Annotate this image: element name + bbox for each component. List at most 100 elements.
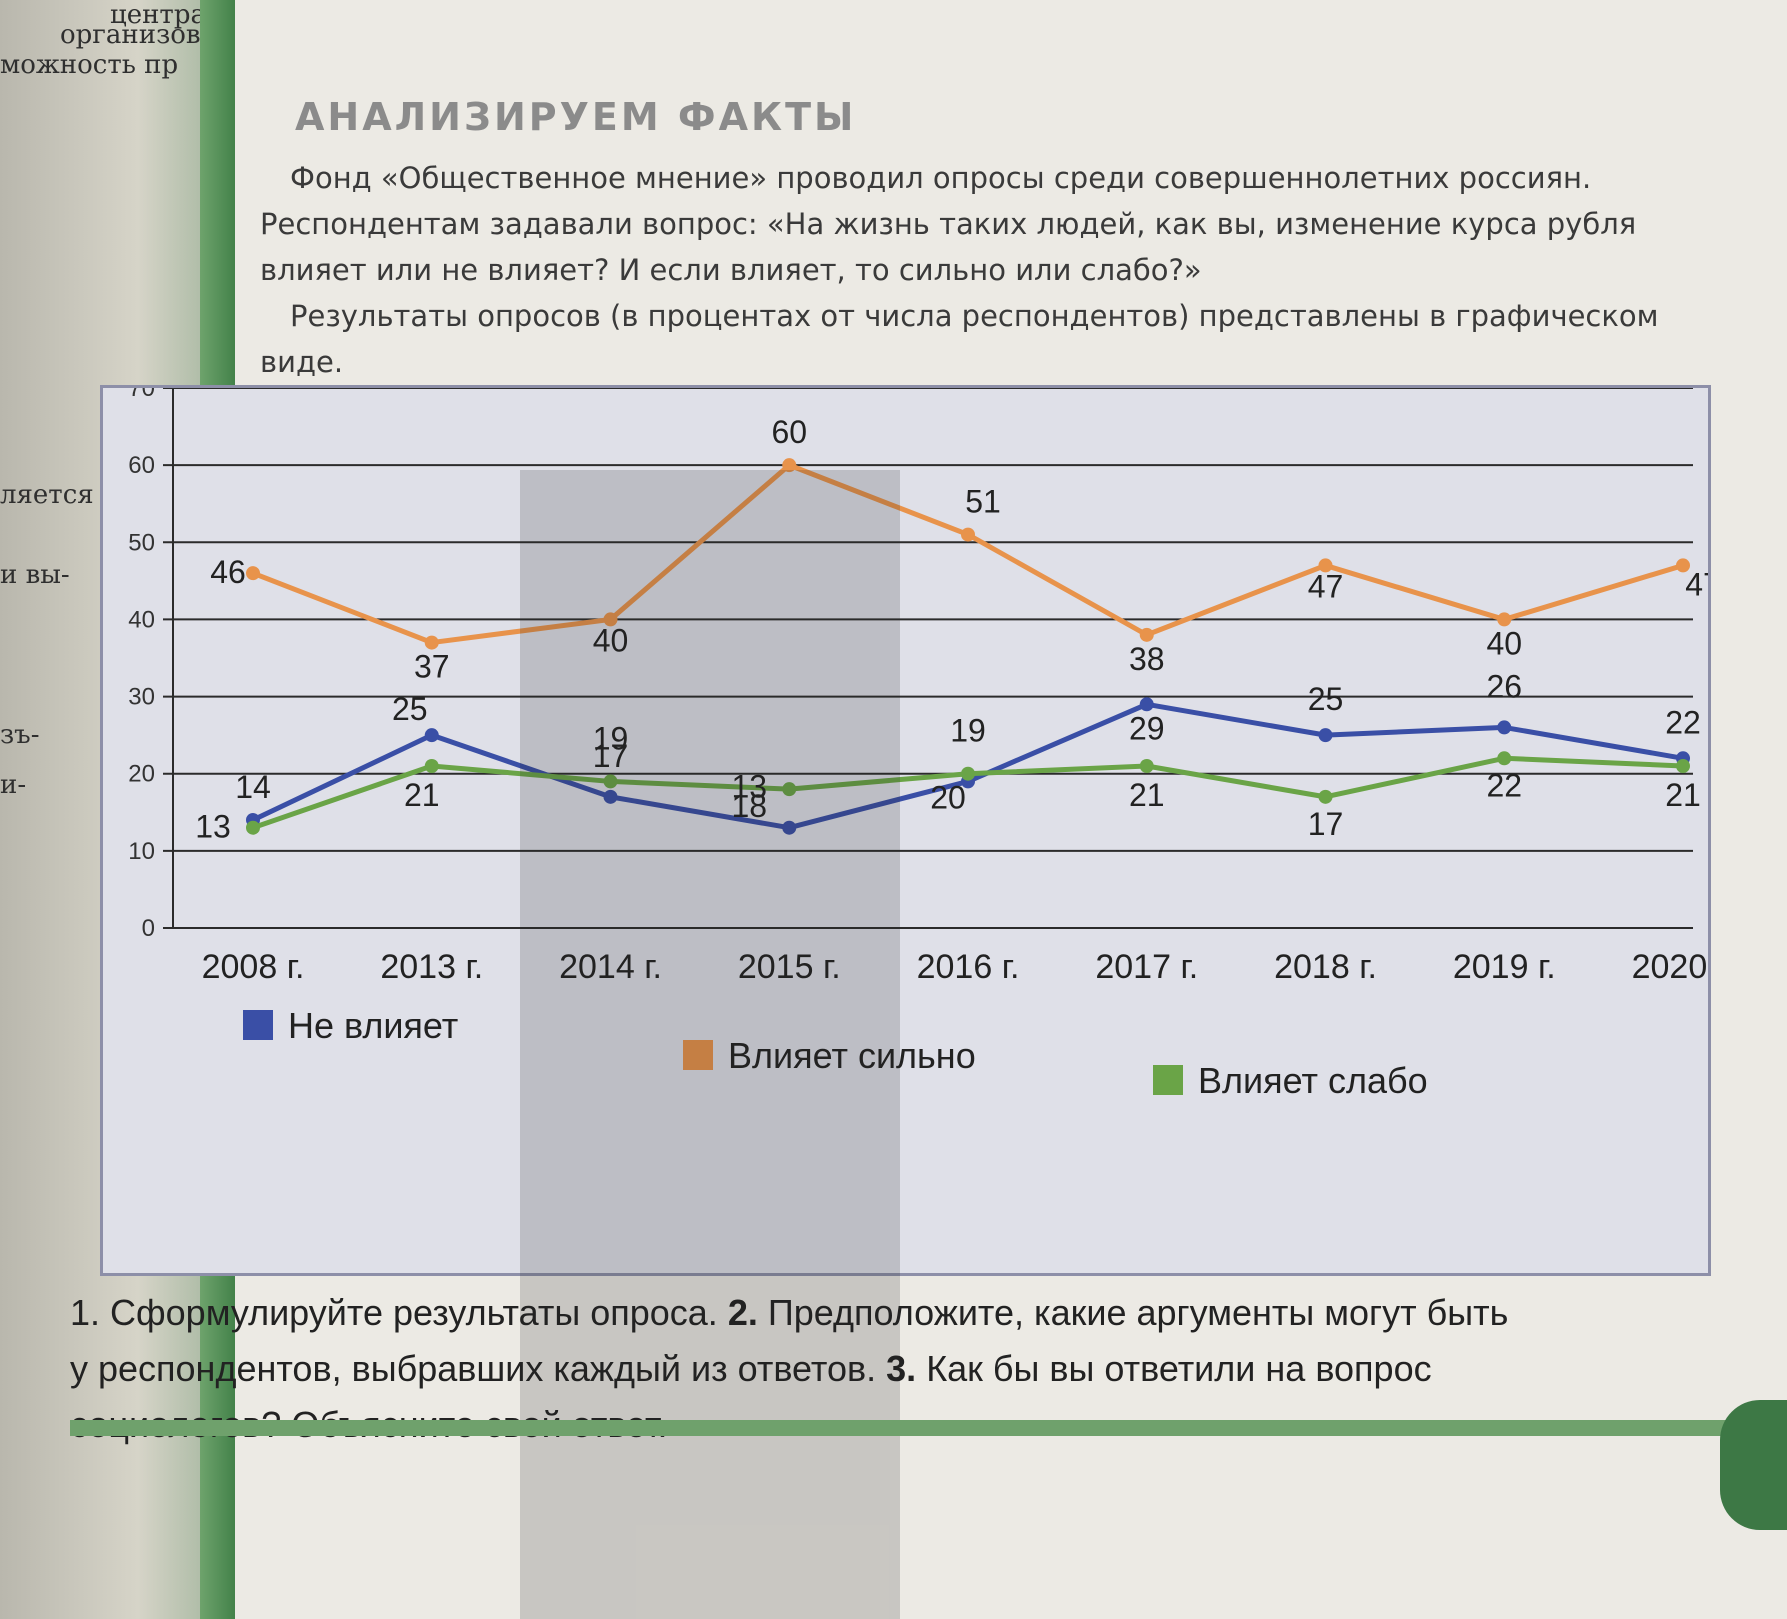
left-fragment: и- [0,770,27,800]
y-tick-label: 0 [142,915,155,942]
data-point [424,635,439,650]
data-label: 60 [771,414,807,450]
task-number: 2. [727,1292,758,1333]
data-point [1318,728,1333,743]
left-fragment: и вы- [0,560,70,590]
axes: 0 10 20 30 40 50 60 70 2008 г. 2013 г. 2014 г. 2015… [128,388,1708,986]
line-chart: 0 10 20 30 40 50 60 70 2008 г. 2013 г. 2014 г. 2015… [128,388,1708,1101]
left-fragment: можность пр [0,50,179,80]
x-tick-label: 2016 г. [917,948,1020,986]
y-tick-label: 70 [128,388,155,402]
data-point [603,789,618,804]
grid [163,388,1693,929]
left-fragment: центра [110,0,206,30]
legend-label: Влияет сильно [728,1035,976,1076]
data-point [782,782,797,797]
data-labels: 14 25 17 13 19 29 25 26 22 46 37 40 60 51 38 47 40 47 13 21… [195,414,1708,845]
y-tick-label: 40 [128,606,155,633]
y-tick-label: 30 [128,684,155,711]
data-label: 13 [731,769,767,805]
left-fragment: ляется [0,480,94,510]
y-tick-label: 50 [128,529,155,556]
data-point [246,820,260,835]
data-point [1676,558,1690,573]
data-label: 19 [950,712,986,748]
data-label: 20 [930,780,966,816]
data-label: 19 [593,720,629,756]
legend-label: Не влияет [288,1005,458,1046]
data-point [424,728,439,743]
data-point [246,566,260,581]
data-label: 22 [1486,767,1522,803]
legend: Не влияет Влияет сильно Влияет слабо [243,1005,1428,1101]
data-label: 26 [1486,668,1522,704]
data-point [961,766,975,781]
intro-line: Респондентам задавали вопрос: «На жизнь … [260,207,1637,241]
data-point [603,612,618,627]
x-tick-label: 2020 г. [1632,948,1708,986]
intro-line: виде. [260,345,344,379]
intro-text: Фонд «Общественное мнение» проводил опро… [260,155,1660,385]
data-label: 40 [593,622,629,658]
data-label: 37 [414,649,450,685]
data-label: 51 [965,484,1001,520]
data-point [1139,759,1154,773]
data-point [1497,720,1512,735]
task-text: Сформулируйте результаты опроса. [110,1292,718,1333]
data-label: 47 [1685,566,1708,602]
data-point [1318,789,1333,804]
data-point [603,774,618,789]
x-tick-label: 2018 г. [1274,948,1377,986]
data-label: 21 [1665,777,1701,813]
section-heading: АНАЛИЗИРУЕМ ФАКТЫ [295,95,857,139]
task-number: 3. [886,1348,917,1389]
intro-line: Фонд «Общественное мнение» проводил опро… [290,161,1592,195]
data-label: 40 [1486,625,1522,661]
legend-swatch [1153,1065,1183,1095]
tasks-text: 1. Сформулируйте результаты опроса. 2. П… [70,1285,1670,1453]
data-label: 25 [1308,681,1344,717]
task-text: Предположите, какие аргументы могут быть [767,1292,1509,1333]
task-text: у респондентов, выбравших каждый из отве… [70,1348,877,1389]
data-point [1497,751,1512,766]
task-number: 1. [70,1292,101,1333]
x-tick-label: 2008 г. [202,948,305,986]
data-label: 25 [392,691,428,727]
task-text: Как бы вы ответили на вопрос [926,1348,1432,1389]
data-point [782,458,797,473]
data-label: 47 [1308,568,1344,604]
data-label: 18 [731,788,767,824]
x-tick-label: 2017 г. [1095,948,1198,986]
series [246,458,1690,835]
data-label: 21 [1129,777,1165,813]
data-label: 17 [593,738,629,774]
data-point [1497,612,1512,627]
data-label: 38 [1129,641,1165,677]
data-label: 46 [210,554,246,590]
data-point [424,759,439,773]
y-tick-label: 10 [128,838,155,865]
intro-line: влияет или не влияет? И если влияет, то … [260,253,1202,287]
data-point [1318,558,1333,573]
left-fragment: зъ- [0,720,40,750]
x-tick-label: 2015 г. [738,948,841,986]
intro-line: Результаты опросов (в процентах от числа… [290,299,1659,333]
data-label: 17 [1308,806,1344,842]
data-point [782,820,797,835]
y-tick-label: 60 [128,452,155,479]
x-tick-label: 2019 г. [1453,948,1556,986]
data-point [1139,697,1154,712]
data-label: 22 [1665,704,1701,740]
data-label: 21 [404,777,440,813]
data-point [1676,759,1690,773]
y-tick-label: 20 [128,761,155,788]
data-label: 29 [1129,710,1165,746]
data-label: 14 [235,769,271,805]
chart-frame: 0 10 20 30 40 50 60 70 2008 г. 2013 г. 2014 г. 2015… [100,385,1711,1276]
x-tick-label: 2013 г. [380,948,483,986]
legend-swatch [683,1040,713,1070]
data-label: 13 [195,809,231,845]
legend-label: Влияет слабо [1198,1060,1428,1101]
data-point [1139,627,1154,642]
data-point [961,527,975,542]
